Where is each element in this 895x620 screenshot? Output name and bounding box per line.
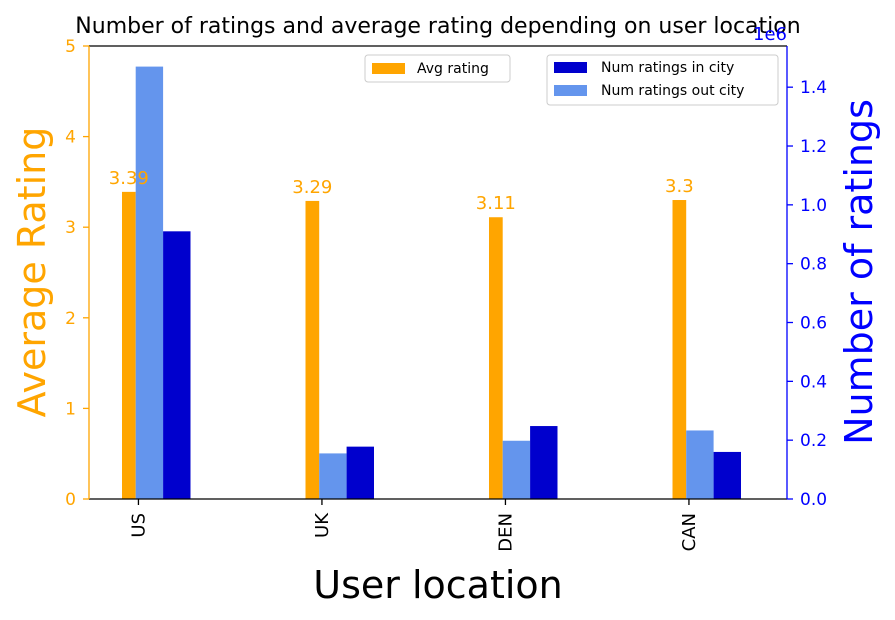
- right-tick-label: 1.0: [800, 196, 827, 216]
- bar-label-avg-rating-den: 3.11: [476, 193, 516, 214]
- left-tick-label: 3: [65, 218, 76, 238]
- chart-title: Number of ratings and average rating dep…: [75, 14, 800, 39]
- right-tick-label: 1.4: [800, 78, 827, 98]
- bar-avg-rating-den: [489, 217, 503, 499]
- x-axis-ticks: US UK DEN CAN: [128, 499, 700, 552]
- bar-label-avg-rating-us: 3.39: [109, 168, 149, 189]
- bar-out-city-den: [502, 440, 531, 499]
- legend-swatch-avg-rating: [372, 63, 405, 74]
- bar-label-avg-rating-uk: 3.29: [292, 177, 332, 198]
- bar-value-labels: 3.39 3.29 3.11 3.3: [109, 168, 694, 214]
- bar-out-city-us: [135, 66, 164, 499]
- right-tick-label: 0.0: [800, 490, 827, 510]
- bar-in-city-den: [530, 426, 558, 499]
- left-tick-label: 2: [65, 309, 76, 329]
- bar-in-city-us: [163, 231, 191, 499]
- right-tick-label: 0.4: [800, 372, 827, 392]
- legend-label-out-city: Num ratings out city: [601, 83, 744, 99]
- left-axis-label: Average Rating: [10, 127, 54, 418]
- bar-out-city-uk: [319, 453, 347, 499]
- left-tick-label: 4: [65, 128, 76, 148]
- bar-avg-rating-uk: [305, 200, 320, 499]
- bar-avg-rating-can: [672, 200, 687, 499]
- bar-out-city-can: [686, 430, 714, 499]
- legend-box: [546, 54, 779, 106]
- legend-num-ratings: Num ratings in city Num ratings out city: [546, 54, 779, 106]
- bar-avg-rating-us: [122, 191, 136, 499]
- right-axis-multiplier: 1e6: [753, 24, 787, 45]
- legend-swatch-out-city: [554, 85, 587, 96]
- left-tick-label: 5: [65, 37, 76, 57]
- bar-in-city-uk: [346, 446, 374, 499]
- right-tick-label: 1.2: [800, 137, 827, 157]
- x-tick-label-can: CAN: [679, 513, 700, 551]
- left-tick-label: 1: [65, 399, 76, 419]
- right-tick-label: 0.2: [800, 431, 827, 451]
- right-axis-label: Number of ratings: [837, 99, 881, 445]
- x-tick-label-den: DEN: [495, 513, 516, 552]
- bars-layer: [122, 66, 741, 499]
- x-tick-label-uk: UK: [312, 512, 333, 538]
- right-axis-ticks: 0.0 0.2 0.4 0.6 0.8 1.0 1.2 1.4: [787, 78, 827, 510]
- left-tick-label: 0: [65, 490, 76, 510]
- x-tick-label-us: US: [128, 513, 149, 538]
- bar-label-avg-rating-can: 3.3: [665, 176, 694, 197]
- bar-in-city-can: [713, 451, 741, 499]
- left-axis-ticks: 0 1 2 3 4 5: [65, 37, 89, 510]
- right-tick-label: 0.8: [800, 255, 827, 275]
- x-axis-label: User location: [313, 563, 562, 607]
- legend-swatch-in-city: [554, 62, 587, 73]
- legend-avg-rating: Avg rating: [364, 54, 511, 83]
- legend-label-avg-rating: Avg rating: [417, 61, 489, 77]
- legend-box: [364, 54, 511, 83]
- legend-label-in-city: Num ratings in city: [601, 60, 734, 76]
- right-tick-label: 0.6: [800, 314, 827, 334]
